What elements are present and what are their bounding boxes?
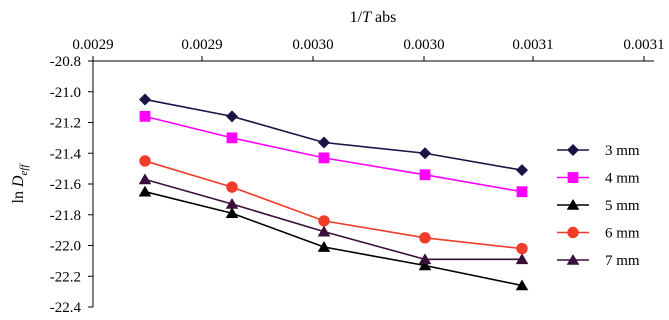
legend: 3 mm 4 mm 5 mm 6 mm 7 mm bbox=[557, 143, 640, 269]
data-point-3-mm bbox=[516, 164, 528, 177]
data-point-5-mm bbox=[138, 185, 152, 197]
data-point-5-mm bbox=[418, 259, 432, 271]
legend-label-7-mm: 7 mm bbox=[605, 253, 640, 269]
data-point-7-mm bbox=[225, 197, 239, 209]
data-point-5-mm bbox=[317, 241, 331, 252]
data-point-4-mm bbox=[516, 186, 528, 198]
x-tick-label: 0.0030 bbox=[403, 37, 444, 53]
x-tick-label: 0.0029 bbox=[181, 37, 222, 53]
y-tick-label: -22.4 bbox=[50, 300, 82, 316]
data-point-6-mm bbox=[419, 232, 431, 244]
data-point-4-mm bbox=[318, 152, 330, 164]
data-point-4-mm bbox=[419, 169, 431, 181]
x-title-suffix: abs bbox=[371, 9, 396, 26]
x-tick-label: 0.0031 bbox=[512, 37, 553, 53]
series-lines bbox=[144, 98, 523, 287]
y-axis-title: ln Deff bbox=[10, 163, 30, 204]
y-tick-label: -21.6 bbox=[50, 177, 82, 193]
data-point-3-mm bbox=[139, 93, 151, 106]
data-point-5-mm bbox=[225, 207, 239, 219]
y-tick-label: -22.2 bbox=[50, 269, 81, 285]
legend-label-3-mm: 3 mm bbox=[605, 143, 640, 159]
legend-marker-6-mm bbox=[567, 226, 579, 239]
series-line-6-mm bbox=[144, 160, 523, 250]
data-point-4-mm bbox=[139, 110, 151, 122]
x-tick-label: 0.0029 bbox=[72, 37, 113, 53]
y-title-prefix: ln bbox=[10, 187, 27, 203]
data-point-6-mm bbox=[318, 215, 330, 227]
data-point-3-mm bbox=[226, 110, 238, 123]
legend-marker-7-mm bbox=[566, 254, 580, 265]
legend-marker-4-mm bbox=[567, 172, 579, 183]
y-tick-label: -20.8 bbox=[50, 54, 81, 70]
data-point-4-mm bbox=[226, 132, 238, 144]
data-point-3-mm bbox=[419, 147, 431, 160]
data-point-6-mm bbox=[516, 242, 528, 255]
series-line-7-mm bbox=[144, 178, 522, 261]
series-markers bbox=[138, 93, 529, 291]
data-point-7-mm bbox=[515, 253, 529, 265]
x-title-prefix: 1/ bbox=[350, 9, 363, 26]
x-title-var: T bbox=[362, 9, 372, 26]
data-point-6-mm bbox=[139, 155, 151, 167]
series-line-4-mm bbox=[144, 115, 523, 193]
legend-label-6-mm: 6 mm bbox=[605, 226, 640, 242]
axes: 0.0029 0.0029 0.0030 0.0030 0.0031 0.0031 -20.… bbox=[50, 37, 665, 316]
y-tick-label: -21.2 bbox=[50, 116, 81, 132]
series-line-5-mm bbox=[144, 190, 523, 287]
data-point-3-mm bbox=[318, 136, 330, 149]
y-tick-label: -21.4 bbox=[50, 146, 82, 162]
y-tick-label: -22.0 bbox=[50, 239, 81, 255]
legend-label-4-mm: 4 mm bbox=[605, 171, 640, 187]
x-tick-label: 0.0031 bbox=[623, 37, 664, 53]
x-tick-label: 0.0030 bbox=[292, 37, 333, 53]
data-point-7-mm bbox=[418, 253, 432, 265]
y-title-sub: eff bbox=[18, 163, 30, 176]
data-point-7-mm bbox=[317, 225, 331, 237]
y-tick-label: -21.0 bbox=[50, 85, 81, 101]
data-point-6-mm bbox=[226, 181, 238, 193]
legend-marker-3-mm bbox=[567, 144, 579, 156]
x-axis-title: 1/T abs bbox=[350, 9, 397, 26]
y-title-var: D bbox=[10, 175, 27, 188]
legend-label-5-mm: 5 mm bbox=[605, 198, 640, 214]
y-tick-label: -21.8 bbox=[50, 208, 81, 224]
data-point-7-mm bbox=[138, 173, 152, 185]
data-point-5-mm bbox=[515, 279, 529, 291]
legend-marker-5-mm bbox=[566, 199, 580, 210]
